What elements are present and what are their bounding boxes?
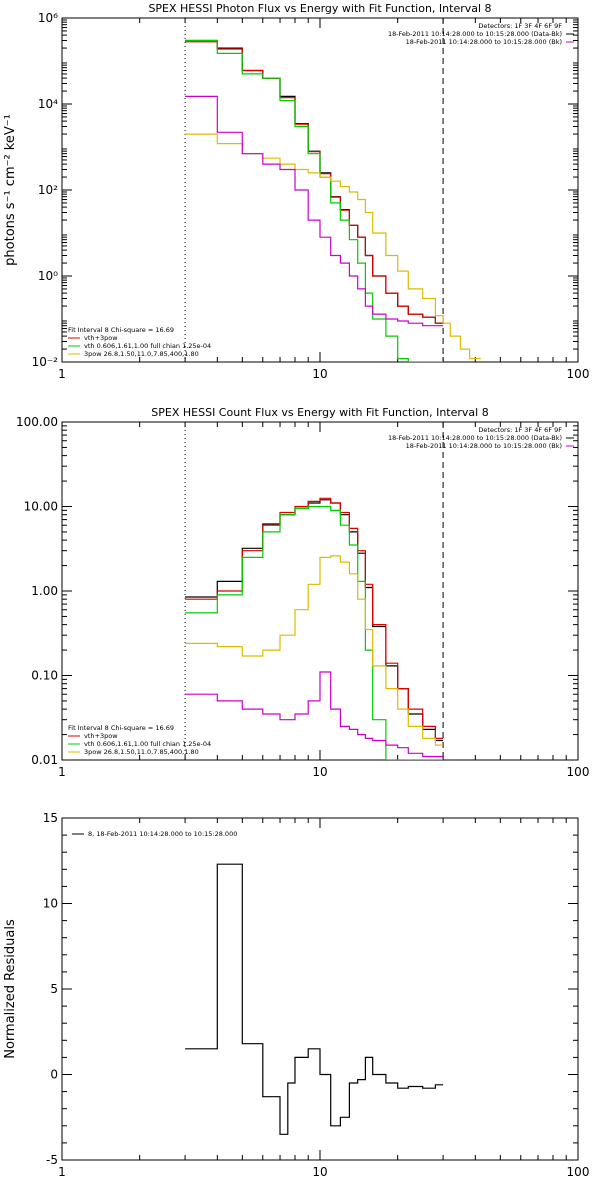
legend-text: Detectors: 1F 3F 4F 6F 9F: [478, 426, 562, 434]
y-tick-label: 100.00: [16, 415, 58, 429]
legend-text: 18-Feb-2011 10:14:28.000 to 10:15:28.000…: [406, 442, 562, 450]
y-tick-label: 15: [43, 811, 58, 825]
y-axis-label: Normalized Residuals: [3, 919, 18, 1059]
y-tick-label: 0.01: [31, 753, 58, 767]
series-line-1: [185, 497, 444, 739]
y-tick-label: 1.00: [31, 584, 58, 598]
legend-text: Detectors: 1F 3F 4F 6F 9F: [478, 22, 562, 30]
legend-text: 18-Feb-2011 10:14:28.000 to 10:15:28.000…: [388, 434, 562, 442]
legend-text: 8, 18-Feb-2011 10:14:28.000 to 10:15:28.…: [88, 830, 237, 838]
legend-text: 3pow 26.8,1.50,11.0,7.85,400,1.80: [84, 748, 199, 756]
y-tick-label: 10.00: [24, 500, 58, 514]
series-line-0: [185, 863, 444, 1135]
y-tick-label: 10⁰: [38, 269, 58, 283]
y-axis-label: photons s⁻¹ cm⁻² keV⁻¹: [3, 114, 18, 266]
x-tick-label: 10: [312, 765, 327, 779]
series-line-4: [185, 671, 444, 758]
series-line-3: [185, 133, 481, 360]
legend-text: vth+3pow: [84, 732, 118, 740]
series-line-2: [185, 39, 444, 362]
legend-text: 18-Feb-2011 10:14:28.000 to 10:15:28.000…: [406, 38, 562, 46]
y-tick-label: 10²: [38, 183, 58, 197]
series-line-3: [185, 555, 444, 746]
legend-header: Fit Interval 8 Chi-square = 16.69: [68, 724, 174, 732]
x-tick-label: 1: [58, 765, 66, 779]
y-tick-label: 10⁴: [38, 97, 58, 111]
y-tick-label: 0.10: [31, 669, 58, 683]
y-tick-label: 0: [50, 1068, 58, 1082]
x-tick-label: 100: [567, 1165, 590, 1179]
x-tick-label: 1: [58, 1165, 66, 1179]
x-tick-label: 100: [567, 765, 590, 779]
x-tick-label: 1: [58, 367, 66, 381]
y-tick-label: -5: [46, 1153, 58, 1167]
y-tick-label: 10⁶: [38, 11, 58, 25]
x-tick-label: 10: [312, 367, 327, 381]
legend-text: vth 0.606,1.61,1.00 full chian 1.25e-04: [84, 342, 211, 350]
y-tick-label: 10⁻²: [32, 355, 59, 369]
chart-title: SPEX HESSI Count Flux vs Energy with Fit…: [151, 406, 488, 419]
legend-text: vth 0.606,1.61,1.00 full chian 1.25e-04: [84, 740, 211, 748]
chart-title: SPEX HESSI Photon Flux vs Energy with Fi…: [148, 2, 491, 15]
x-tick-label: 10: [312, 1165, 327, 1179]
y-tick-label: 5: [50, 982, 58, 996]
legend-header: Fit Interval 8 Chi-square = 16.69: [68, 326, 174, 334]
x-tick-label: 100: [567, 367, 590, 381]
series-line-2: [185, 505, 444, 760]
legend-text: 3pow 26.8,1.50,11.0,7.85,400,1.80: [84, 350, 199, 358]
legend-text: 18-Feb-2011 10:14:28.000 to 10:15:28.000…: [388, 30, 562, 38]
series-line-4: [185, 95, 444, 327]
y-tick-label: 10: [43, 897, 58, 911]
legend-text: vth+3pow: [84, 334, 118, 342]
